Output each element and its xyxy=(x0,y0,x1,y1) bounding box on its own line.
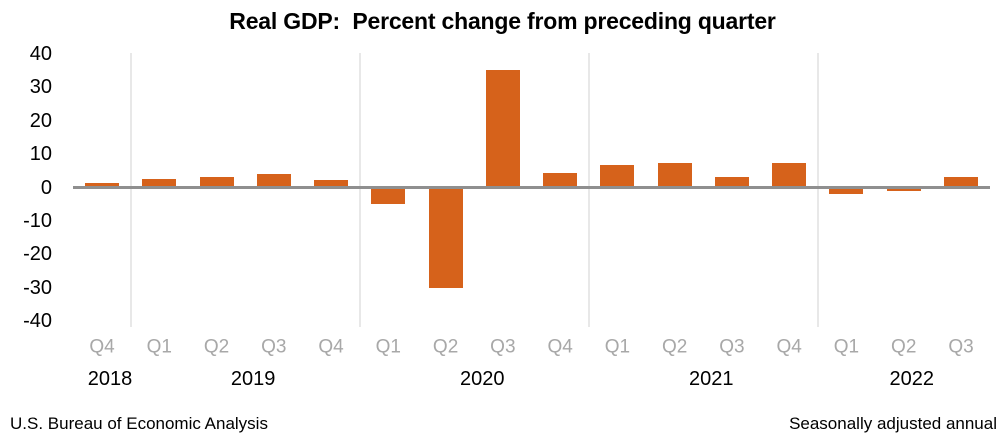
bar-2019-Q2 xyxy=(199,177,234,186)
bar-2021-Q1 xyxy=(600,165,635,186)
x-axis-quarter-label: Q4 xyxy=(318,336,344,358)
x-axis-year-label: 2021 xyxy=(689,368,734,390)
x-axis-quarter-label: Q2 xyxy=(661,336,688,358)
bar-2020-Q4 xyxy=(543,173,578,186)
y-axis-tick-label: -20 xyxy=(23,243,52,266)
bar-2019-Q4 xyxy=(314,180,349,186)
y-axis-tick-label: 0 xyxy=(40,176,52,199)
y-axis-tick-label: 40 xyxy=(29,43,52,65)
bar-2022-Q2 xyxy=(886,189,921,191)
x-axis-year-label: 2020 xyxy=(459,368,505,390)
year-divider-line xyxy=(816,53,819,327)
bar-2020-Q3 xyxy=(485,69,520,186)
y-axis-tick-label: 30 xyxy=(29,76,52,99)
x-axis-year-label: 2022 xyxy=(889,368,934,390)
x-axis-quarter-label: Q4 xyxy=(547,336,573,358)
chart-title: Real GDP: Percent change from preceding … xyxy=(229,8,776,34)
x-axis-quarter-label: Q1 xyxy=(146,336,172,358)
bar-2020-Q2 xyxy=(428,189,463,288)
x-axis-quarter-label: Q1 xyxy=(375,336,402,358)
x-axis-quarter-label: Q2 xyxy=(203,336,230,358)
year-divider-line xyxy=(358,53,361,327)
x-axis-quarter-label: Q2 xyxy=(891,336,917,358)
x-axis-quarter-label: Q1 xyxy=(604,336,631,358)
bar-2018-Q4 xyxy=(85,183,119,186)
x-axis-quarter-label: Q3 xyxy=(490,336,516,358)
x-axis-quarter-label: Q1 xyxy=(833,336,860,358)
x-axis-year-label: 2018 xyxy=(87,368,133,390)
bar-2022-Q3 xyxy=(944,177,978,186)
bar-2021-Q2 xyxy=(657,162,692,186)
x-axis-year-label: 2019 xyxy=(230,368,276,390)
zero-axis-line xyxy=(73,186,990,189)
adjustment-note: Seasonally adjusted annual xyxy=(789,414,997,433)
x-axis-quarter-label: Q3 xyxy=(948,336,974,358)
y-axis-tick-label: -30 xyxy=(23,276,52,299)
bar-2021-Q4 xyxy=(772,162,807,186)
bar-2021-Q3 xyxy=(714,177,749,186)
x-axis-quarter-label: Q4 xyxy=(89,336,115,358)
bar-2022-Q1 xyxy=(829,189,864,195)
x-axis-quarter-label: Q2 xyxy=(432,336,459,358)
year-divider-line xyxy=(587,53,590,327)
x-axis-quarter-label: Q3 xyxy=(719,336,745,358)
bar-2020-Q1 xyxy=(371,189,406,205)
y-axis-tick-label: -40 xyxy=(23,310,52,332)
y-axis-tick-label: -10 xyxy=(23,209,52,232)
year-divider-line xyxy=(129,53,132,327)
source-attribution: U.S. Bureau of Economic Analysis xyxy=(10,414,268,433)
x-axis-quarter-label: Q3 xyxy=(261,336,287,358)
bar-2019-Q3 xyxy=(256,174,291,186)
y-axis-tick-label: 10 xyxy=(29,143,52,166)
x-axis-quarter-label: Q4 xyxy=(776,336,802,358)
bar-2019-Q1 xyxy=(142,178,177,186)
y-axis-tick-label: 20 xyxy=(29,109,52,132)
